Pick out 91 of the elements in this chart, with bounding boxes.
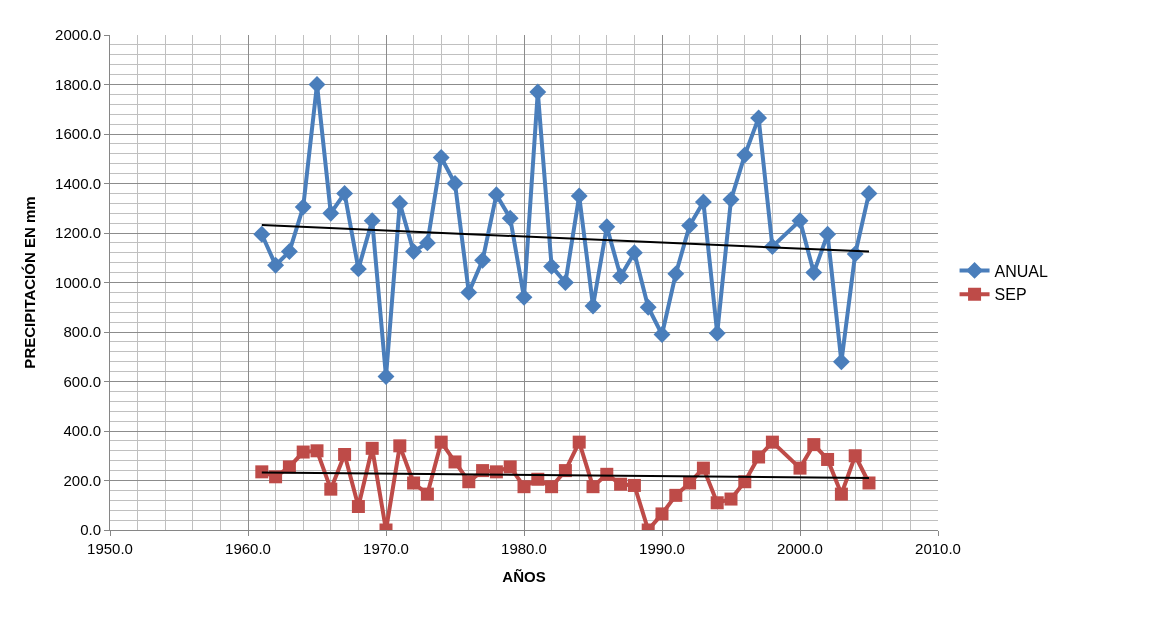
point bbox=[336, 184, 354, 202]
point bbox=[793, 461, 807, 475]
point bbox=[296, 445, 310, 459]
point bbox=[545, 480, 559, 494]
point bbox=[365, 441, 379, 455]
point bbox=[752, 450, 766, 464]
point bbox=[474, 251, 492, 269]
legend-label: ANUAL bbox=[994, 262, 1049, 280]
point bbox=[736, 146, 754, 164]
point bbox=[501, 209, 519, 227]
point bbox=[460, 283, 478, 301]
x-tick-label: 1960.0 bbox=[225, 540, 271, 557]
y-tick-label: 1000.0 bbox=[55, 273, 101, 291]
point bbox=[280, 243, 298, 261]
y-tick-label: 0.0 bbox=[80, 521, 101, 539]
point bbox=[432, 149, 450, 166]
point bbox=[434, 435, 448, 449]
point bbox=[669, 488, 683, 502]
point bbox=[446, 175, 464, 192]
point bbox=[683, 476, 697, 490]
y-axis-title: PRECIPITACIÓN EN mm bbox=[21, 196, 39, 369]
point bbox=[627, 478, 641, 492]
point bbox=[848, 449, 862, 463]
point bbox=[377, 368, 395, 385]
point bbox=[805, 264, 823, 282]
point bbox=[765, 435, 779, 449]
point bbox=[543, 257, 561, 275]
point bbox=[351, 499, 365, 513]
point bbox=[393, 439, 407, 453]
point bbox=[310, 444, 324, 458]
point bbox=[556, 274, 574, 291]
y-tick-label: 600.0 bbox=[63, 372, 101, 390]
point bbox=[324, 482, 338, 496]
point bbox=[807, 438, 821, 452]
point bbox=[696, 461, 710, 475]
point bbox=[462, 475, 476, 489]
point bbox=[681, 217, 699, 235]
point bbox=[694, 193, 712, 211]
point bbox=[517, 480, 531, 494]
point bbox=[862, 476, 876, 490]
point bbox=[294, 198, 312, 216]
point bbox=[448, 455, 462, 469]
point bbox=[572, 435, 586, 449]
point bbox=[405, 243, 423, 261]
x-axis-title: AÑOS bbox=[502, 568, 546, 585]
x-tick-label: 2010.0 bbox=[915, 540, 961, 557]
point bbox=[282, 460, 296, 474]
point bbox=[420, 487, 434, 501]
x-tick-label: 1990.0 bbox=[639, 540, 685, 557]
y-tick-label: 400.0 bbox=[63, 422, 101, 440]
y-tick-label: 200.0 bbox=[63, 471, 101, 489]
point bbox=[487, 186, 505, 204]
point bbox=[821, 452, 835, 466]
point bbox=[832, 353, 850, 371]
point bbox=[338, 448, 352, 462]
point bbox=[667, 265, 685, 283]
point bbox=[625, 244, 643, 262]
point bbox=[710, 496, 724, 510]
point bbox=[791, 212, 809, 230]
x-tick-label: 1980.0 bbox=[501, 540, 547, 557]
point bbox=[418, 234, 436, 252]
point bbox=[639, 298, 657, 316]
x-tick-label: 1970.0 bbox=[363, 540, 409, 557]
point bbox=[614, 477, 628, 491]
point bbox=[503, 460, 517, 474]
point bbox=[255, 465, 269, 479]
point bbox=[860, 184, 878, 202]
point bbox=[322, 204, 340, 222]
y-tick-label: 1400.0 bbox=[55, 174, 101, 192]
point bbox=[253, 225, 271, 243]
point bbox=[407, 476, 421, 490]
legend-label: SEP bbox=[994, 286, 1027, 304]
y-tick-label: 800.0 bbox=[63, 323, 101, 341]
point bbox=[722, 191, 740, 209]
y-tick-label: 1600.0 bbox=[55, 125, 101, 143]
point bbox=[586, 480, 600, 494]
point bbox=[819, 225, 837, 243]
point bbox=[655, 507, 669, 521]
point bbox=[653, 326, 671, 343]
point bbox=[612, 267, 630, 285]
y-tick-label: 1800.0 bbox=[55, 75, 101, 93]
point bbox=[724, 492, 738, 506]
point bbox=[308, 76, 326, 93]
point bbox=[529, 83, 547, 101]
y-tick-label: 1200.0 bbox=[55, 224, 101, 242]
y-tick-label: 2000.0 bbox=[55, 26, 101, 44]
x-tick-label: 1950.0 bbox=[87, 540, 133, 557]
point bbox=[391, 194, 409, 212]
x-tick-label: 2000.0 bbox=[777, 540, 823, 557]
point bbox=[267, 256, 285, 274]
point bbox=[834, 487, 848, 501]
